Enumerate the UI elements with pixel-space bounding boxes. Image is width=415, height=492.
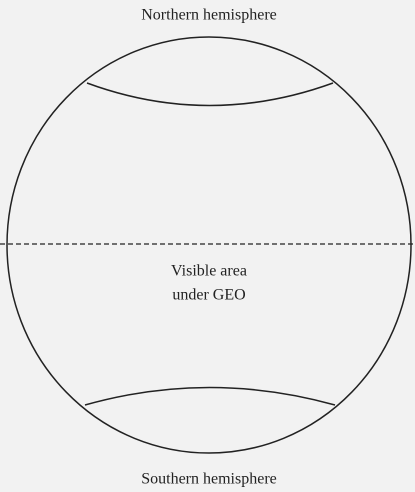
north-boundary [86, 82, 334, 107]
south-boundary [84, 386, 336, 406]
top-label: Northern hemisphere [141, 7, 277, 24]
bottom-label: Southern hemisphere [141, 471, 277, 488]
middle-label: under GEO [172, 287, 245, 304]
middle-label: Visible area [171, 263, 247, 280]
globe [6, 36, 412, 454]
